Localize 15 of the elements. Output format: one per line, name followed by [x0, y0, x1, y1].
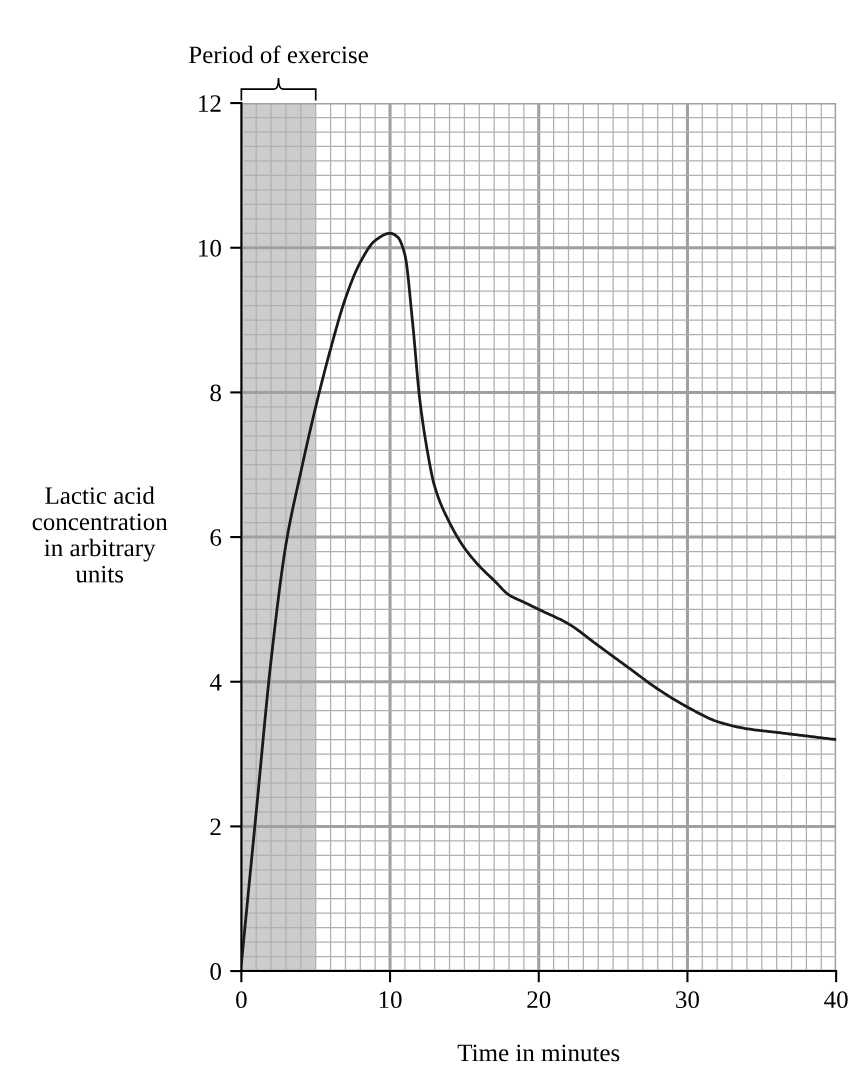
x-tick-label: 30 — [676, 991, 699, 1009]
x-tick-label: 40 — [824, 991, 848, 1009]
y-tick-label: 0 — [210, 963, 221, 980]
band-label: Period of exercise — [189, 45, 368, 64]
x-axis-title: Time in minutes — [457, 1044, 620, 1062]
y-tick-label: 10 — [199, 239, 221, 257]
y-tick-label: 2 — [210, 818, 221, 836]
y-tick-label: 8 — [210, 384, 221, 402]
x-tick-label: 20 — [527, 991, 551, 1009]
y-tick-label: 4 — [209, 673, 222, 691]
x-tick-label: 0 — [236, 991, 247, 1009]
y-axis-title: Lactic acid concentration in arbitrary units — [32, 486, 168, 583]
y-tick-label: 12 — [199, 95, 221, 112]
x-tick-label: 10 — [379, 991, 402, 1009]
y-tick-label: 6 — [210, 529, 222, 546]
